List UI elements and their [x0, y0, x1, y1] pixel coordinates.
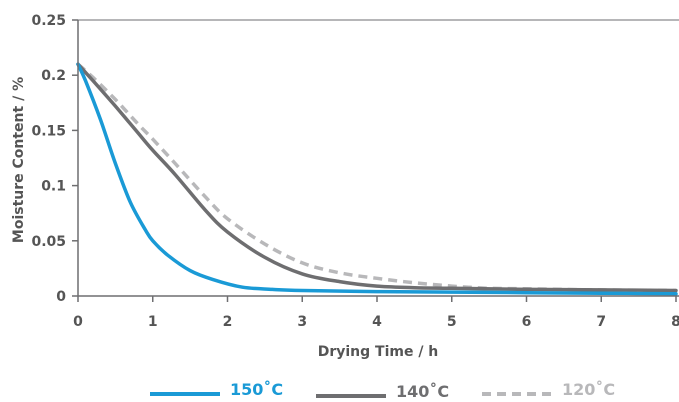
- legend-label: 120˚C: [562, 380, 615, 399]
- plot-lines: [76, 62, 678, 296]
- y-tick-label: 0.1: [41, 179, 66, 195]
- x-tick-label: 8: [671, 314, 679, 330]
- y-axis-title: Moisture Content / %: [11, 77, 27, 243]
- legend: 150˚C 140˚C 120˚C: [150, 380, 615, 401]
- legend-label: 150˚C: [230, 380, 283, 399]
- legend-label: 140˚C: [396, 382, 449, 401]
- y-tick-label: 0.25: [31, 13, 66, 29]
- x-tick-label: 3: [297, 314, 307, 330]
- x-ticks: 0 1 2 3 4 5 6 7 8: [73, 296, 679, 330]
- x-tick-label: 7: [596, 314, 606, 330]
- x-tick-label: 6: [522, 314, 532, 330]
- x-tick-label: 5: [447, 314, 457, 330]
- y-tick-label: 0: [56, 289, 66, 305]
- y-tick-label: 0.2: [41, 68, 66, 84]
- y-tick-label: 0.05: [31, 234, 66, 250]
- x-axis-title: Drying Time / h: [318, 344, 439, 360]
- y-ticks: 0 0.05 0.1 0.15 0.2 0.25: [31, 13, 78, 305]
- series-line-1: [76, 62, 678, 296]
- series-line-2: [76, 62, 678, 293]
- x-tick-label: 4: [372, 314, 382, 330]
- x-tick-label: 1: [148, 314, 158, 330]
- y-tick-label: 0.15: [31, 123, 66, 139]
- x-tick-label: 2: [223, 314, 233, 330]
- x-tick-label: 0: [73, 314, 83, 330]
- axes: [77, 19, 679, 297]
